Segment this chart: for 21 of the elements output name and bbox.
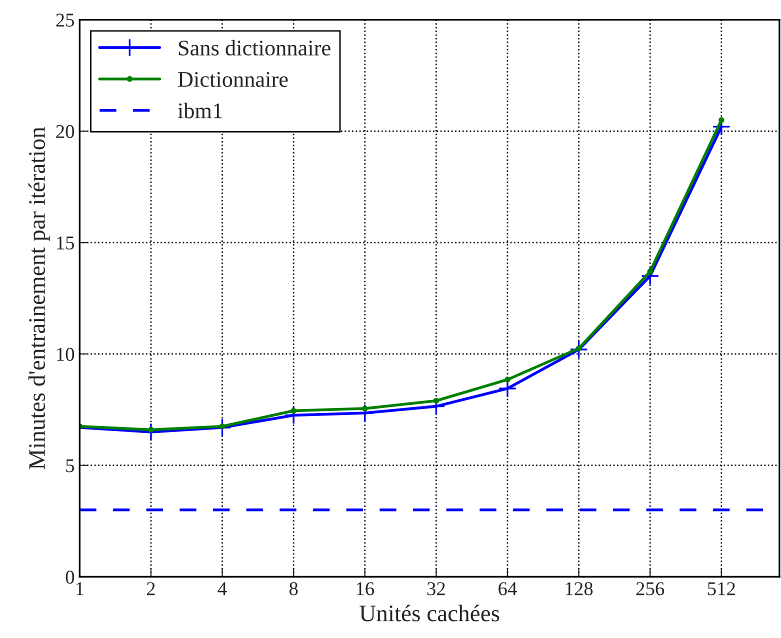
y-tick-label: 25 bbox=[56, 14, 74, 27]
x-tick-label: 128 bbox=[566, 582, 593, 596]
x-tick-label: 256 bbox=[636, 582, 664, 596]
y-axis-title: Minutes d'entrainement par itération bbox=[28, 127, 50, 470]
x-axis-title: Unités cachées bbox=[360, 604, 500, 622]
x-tick-label: 16 bbox=[356, 582, 374, 596]
x-tick-label: 1 bbox=[76, 582, 84, 596]
legend-label: Sans dictionnaire bbox=[178, 40, 330, 56]
x-tick-label: 32 bbox=[427, 582, 445, 596]
x-tick-label: 64 bbox=[498, 582, 517, 596]
y-tick-label: 0 bbox=[66, 570, 74, 584]
legend-label: ibm1 bbox=[178, 102, 222, 118]
x-tick-label: 512 bbox=[708, 582, 735, 596]
y-tick-label: 20 bbox=[56, 124, 74, 138]
x-tick-label: 4 bbox=[218, 582, 227, 596]
y-tick-label: 15 bbox=[57, 236, 74, 250]
legend-label: Dictionnaire bbox=[178, 72, 288, 87]
y-tick-label: 5 bbox=[66, 459, 74, 472]
y-tick-label: 10 bbox=[57, 348, 74, 361]
x-tick-label: 2 bbox=[146, 582, 155, 596]
x-tick-label: 8 bbox=[289, 582, 298, 596]
